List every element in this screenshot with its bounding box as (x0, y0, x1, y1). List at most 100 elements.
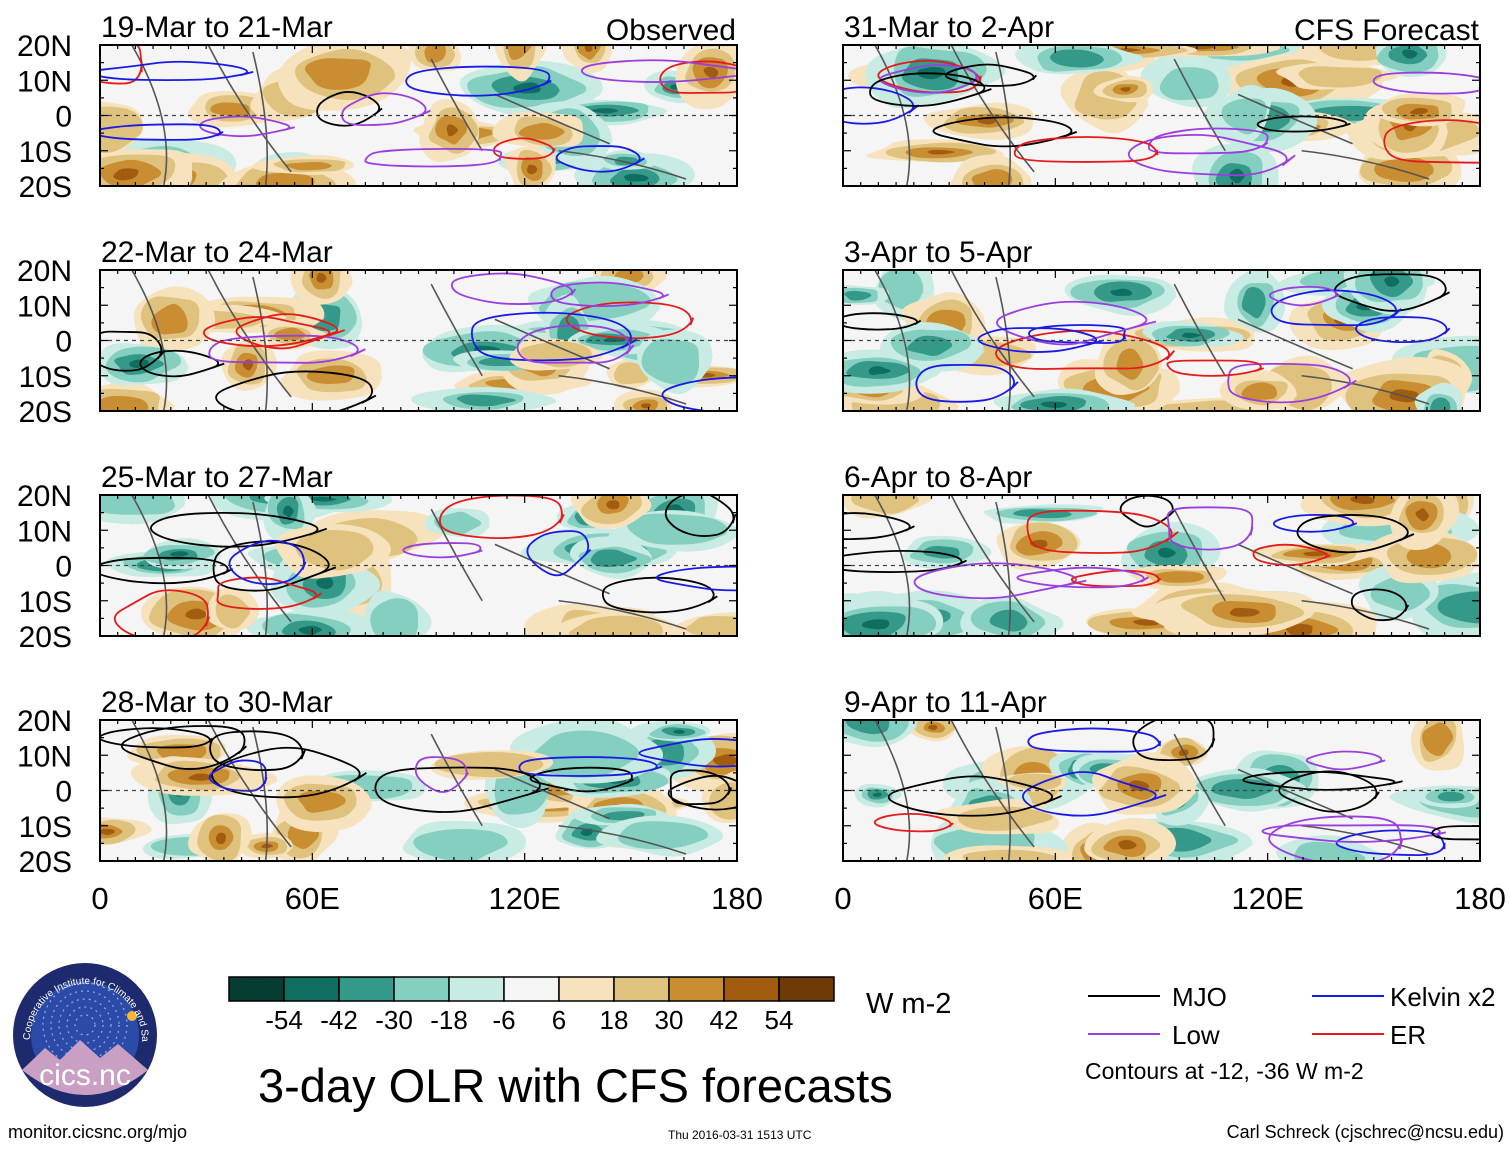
lon-tick-label: 0 (834, 881, 851, 916)
colorbar-swatch (723, 976, 780, 1002)
dry-anomaly (518, 123, 567, 140)
coastline (558, 374, 687, 405)
panel-period-title: 22-Mar to 24-Mar (101, 236, 333, 269)
dry-anomaly (1154, 571, 1205, 583)
wave-contour (100, 45, 143, 85)
logo-ring (66, 1006, 104, 1044)
dry-anomaly (971, 169, 1014, 186)
wave-contour (100, 727, 213, 749)
wet-anomaly (1294, 841, 1370, 861)
wet-anomaly (170, 551, 190, 557)
dry-anomaly (1229, 607, 1261, 617)
wave-contour (1431, 825, 1480, 841)
wet-anomaly (1401, 49, 1418, 59)
wave-contour (1026, 509, 1179, 554)
wet-anomaly (868, 366, 893, 375)
wet-anomaly (316, 576, 334, 590)
wave-contour (843, 550, 968, 573)
wave-contour (550, 281, 669, 308)
coastline (430, 283, 483, 377)
wet-anomaly (1110, 288, 1133, 297)
wave-contour (1227, 362, 1357, 404)
wave-contour (1147, 127, 1269, 155)
wave-contour (402, 542, 483, 559)
panel-period-title: 6-Apr to 8-Apr (844, 461, 1032, 494)
wave-contour (1027, 727, 1161, 753)
coastline (1301, 149, 1430, 180)
wave-contour (1305, 750, 1386, 771)
logo-sun (127, 1011, 137, 1021)
wave-contour (1383, 119, 1480, 164)
wet-anomaly (843, 290, 873, 301)
dry-anomaly (703, 66, 719, 79)
olr-field (100, 720, 737, 861)
colorbar-swatch (393, 976, 450, 1002)
wave-contour (664, 495, 737, 537)
logo-ring (58, 998, 112, 1052)
dry-anomaly (1298, 66, 1384, 88)
wave-contour (1127, 133, 1296, 177)
contour-note: Contours at -12, -36 W m-2 (1085, 1058, 1364, 1084)
wave-contour (364, 147, 503, 168)
dry-anomaly (1120, 87, 1131, 92)
lon-tick-label: 60E (285, 881, 340, 916)
coastline (1173, 733, 1226, 827)
wet-anomaly (528, 730, 644, 778)
colorbar-units: W m-2 (866, 988, 952, 1020)
colorbar-swatch (668, 976, 725, 1002)
coastline (494, 93, 610, 145)
wave-contour (316, 91, 383, 127)
wave-contour (1350, 588, 1410, 622)
wet-anomaly (672, 729, 685, 734)
wave-contour (555, 145, 645, 173)
olr-panel: 6-Apr to 8-Apr (842, 461, 1481, 637)
wave-contour (659, 60, 737, 94)
wave-contour (199, 115, 295, 138)
legend-label-kelvin: Kelvin x2 (1390, 982, 1496, 1012)
olr-panel: 3-Apr to 5-Apr (842, 236, 1481, 412)
coastline (950, 495, 1035, 623)
coastline (1301, 374, 1430, 405)
wet-anomaly (1040, 401, 1068, 408)
footer-timestamp: Thu 2016-03-31 1513 UTC (668, 1128, 812, 1142)
colorbar-swatch (338, 976, 395, 1002)
wave-contour (1166, 506, 1254, 551)
lon-tick-label: 120E (488, 881, 560, 916)
wet-anomaly (641, 338, 700, 385)
wave-contour (1119, 495, 1176, 528)
wave-contour (1022, 771, 1167, 817)
dry-anomaly (100, 395, 150, 411)
wet-anomaly (1181, 332, 1202, 338)
wave-contour (203, 316, 338, 348)
wave-contour (439, 495, 565, 539)
dry-anomaly (712, 754, 737, 767)
lat-tick-label: 10S (19, 811, 72, 844)
dry-anomaly (507, 45, 534, 61)
wave-contour (1261, 824, 1446, 843)
coastline (1173, 283, 1226, 377)
wave-contour (879, 64, 980, 94)
wave-contour (1273, 513, 1358, 533)
dry-anomaly (685, 615, 737, 636)
wet-anomaly (1049, 49, 1105, 68)
wet-anomaly (1158, 547, 1177, 558)
dry-anomaly (298, 790, 349, 813)
wave-contour (1166, 359, 1264, 377)
dry-anomaly (927, 149, 957, 155)
panel-source-label: Observed (606, 14, 736, 47)
wave-contour (212, 540, 337, 592)
lat-tick-label: 10N (17, 290, 72, 323)
dry-anomaly (1116, 348, 1145, 380)
wet-anomaly (1429, 397, 1451, 411)
wave-contour (565, 301, 695, 340)
wave-contour (209, 730, 306, 772)
legend-label-low: Low (1172, 1020, 1220, 1050)
wet-anomaly (1384, 276, 1400, 287)
wave-contour (139, 349, 225, 378)
lat-tick-label: 0 (55, 326, 72, 359)
wet-anomaly (370, 598, 419, 636)
logo-mountains (22, 1040, 148, 1095)
dry-anomaly (100, 106, 147, 154)
